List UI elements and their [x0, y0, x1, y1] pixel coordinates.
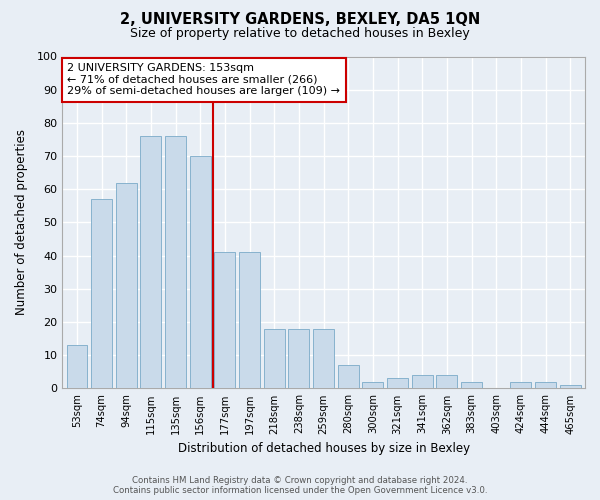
Bar [165, 136, 186, 388]
Bar [214, 252, 235, 388]
Bar [289, 328, 310, 388]
Text: Contains HM Land Registry data © Crown copyright and database right 2024.
Contai: Contains HM Land Registry data © Crown c… [113, 476, 487, 495]
Bar [313, 328, 334, 388]
Bar [412, 375, 433, 388]
Bar [511, 382, 532, 388]
Bar [91, 199, 112, 388]
Bar [140, 136, 161, 388]
Bar [461, 382, 482, 388]
Bar [239, 252, 260, 388]
Bar [67, 346, 88, 389]
Bar [338, 365, 359, 388]
Text: 2, UNIVERSITY GARDENS, BEXLEY, DA5 1QN: 2, UNIVERSITY GARDENS, BEXLEY, DA5 1QN [120, 12, 480, 28]
Y-axis label: Number of detached properties: Number of detached properties [15, 130, 28, 316]
Bar [362, 382, 383, 388]
Bar [535, 382, 556, 388]
Text: Size of property relative to detached houses in Bexley: Size of property relative to detached ho… [130, 28, 470, 40]
Bar [560, 385, 581, 388]
X-axis label: Distribution of detached houses by size in Bexley: Distribution of detached houses by size … [178, 442, 470, 455]
Bar [116, 182, 137, 388]
Bar [264, 328, 285, 388]
Bar [436, 375, 457, 388]
Bar [190, 156, 211, 388]
Bar [387, 378, 408, 388]
Text: 2 UNIVERSITY GARDENS: 153sqm
← 71% of detached houses are smaller (266)
29% of s: 2 UNIVERSITY GARDENS: 153sqm ← 71% of de… [67, 63, 340, 96]
